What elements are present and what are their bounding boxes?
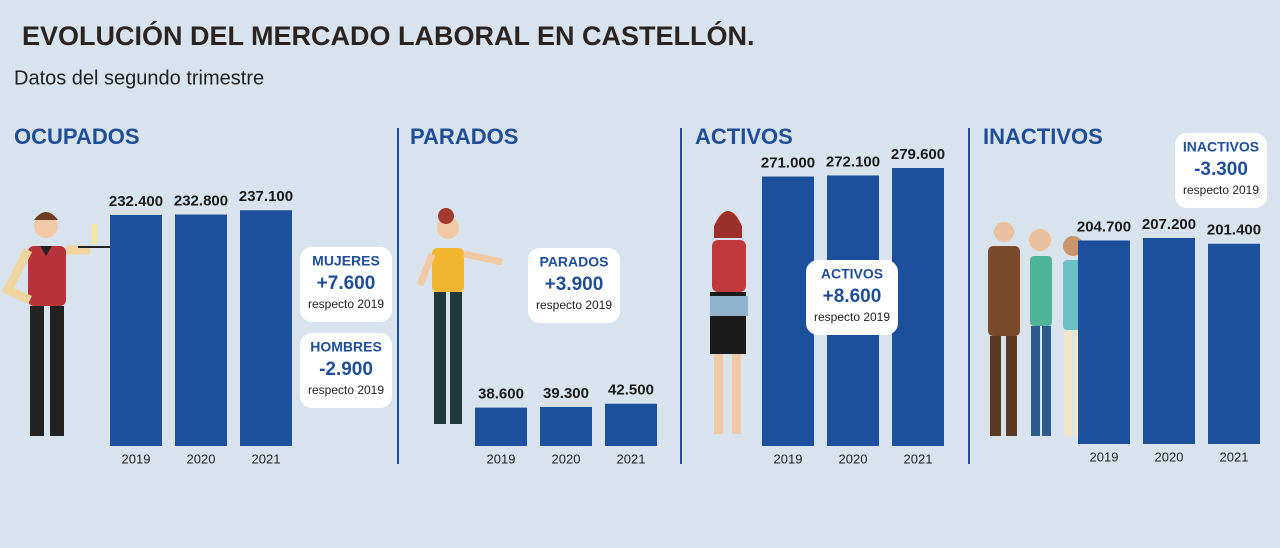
value-label: 279.600 [891, 146, 945, 163]
bar [892, 168, 944, 446]
callout-label: INACTIVOS [1183, 139, 1259, 155]
callout-note: respecto 2019 [1183, 183, 1259, 197]
callout-label: HOMBRES [310, 339, 382, 355]
value-label: 204.700 [1077, 218, 1131, 235]
callout-note: respecto 2019 [814, 310, 890, 324]
callout-box [300, 247, 392, 322]
year-label: 2020 [552, 451, 581, 466]
callout-value: -3.300 [1194, 159, 1248, 180]
value-label: 272.100 [826, 153, 880, 170]
bar [175, 214, 227, 446]
year-label: 2019 [122, 451, 151, 466]
panel-title: INACTIVOS [983, 124, 1103, 149]
callout-note: respecto 2019 [308, 297, 384, 311]
bar [475, 407, 527, 446]
bar [240, 210, 292, 446]
callout-box [1175, 133, 1267, 208]
dividers [397, 128, 970, 464]
worker-illustration [710, 211, 748, 434]
value-label: 237.100 [239, 188, 293, 205]
callout-label: PARADOS [540, 254, 609, 270]
page-subtitle: Datos del segundo trimestre [14, 67, 264, 89]
value-label: 42.500 [608, 382, 654, 399]
callout-label: ACTIVOS [821, 266, 883, 282]
year-label: 2019 [774, 451, 803, 466]
bar [540, 406, 592, 446]
panel-title: PARADOS [410, 124, 518, 149]
callout-note: respecto 2019 [308, 383, 384, 397]
bar [605, 403, 657, 446]
year-label: 2021 [1220, 449, 1249, 464]
year-label: 2019 [487, 451, 516, 466]
panel-title: ACTIVOS [695, 124, 793, 149]
year-label: 2020 [187, 451, 216, 466]
callout-value: -2.900 [319, 359, 373, 380]
value-label: 39.300 [543, 385, 589, 402]
bar [1208, 243, 1260, 444]
bar [762, 176, 814, 446]
value-label: 201.400 [1207, 222, 1261, 239]
year-label: 2021 [252, 451, 281, 466]
callout-box [300, 333, 392, 408]
year-label: 2020 [1155, 449, 1184, 464]
value-label: 271.000 [761, 155, 815, 172]
bar [110, 214, 162, 446]
callout-value: +3.900 [545, 274, 604, 295]
callout-value: +7.600 [317, 273, 376, 294]
year-label: 2020 [839, 451, 868, 466]
callout-value: +8.600 [823, 286, 882, 307]
value-label: 232.800 [174, 193, 228, 210]
callout-note: respecto 2019 [536, 298, 612, 312]
year-label: 2019 [1090, 449, 1119, 464]
page-title: EVOLUCIÓN DEL MERCADO LABORAL EN CASTELL… [22, 20, 755, 51]
value-label: 207.200 [1142, 216, 1196, 233]
year-label: 2021 [904, 451, 933, 466]
year-label: 2021 [617, 451, 646, 466]
woman-illustration [416, 208, 503, 424]
bar [1143, 237, 1195, 444]
callout-box [806, 260, 898, 335]
callout-box [528, 248, 620, 323]
bar [1078, 240, 1130, 444]
value-label: 232.400 [109, 193, 163, 210]
value-label: 38.600 [478, 386, 524, 403]
panel-title: OCUPADOS [14, 124, 140, 149]
callout-label: MUJERES [312, 253, 380, 269]
